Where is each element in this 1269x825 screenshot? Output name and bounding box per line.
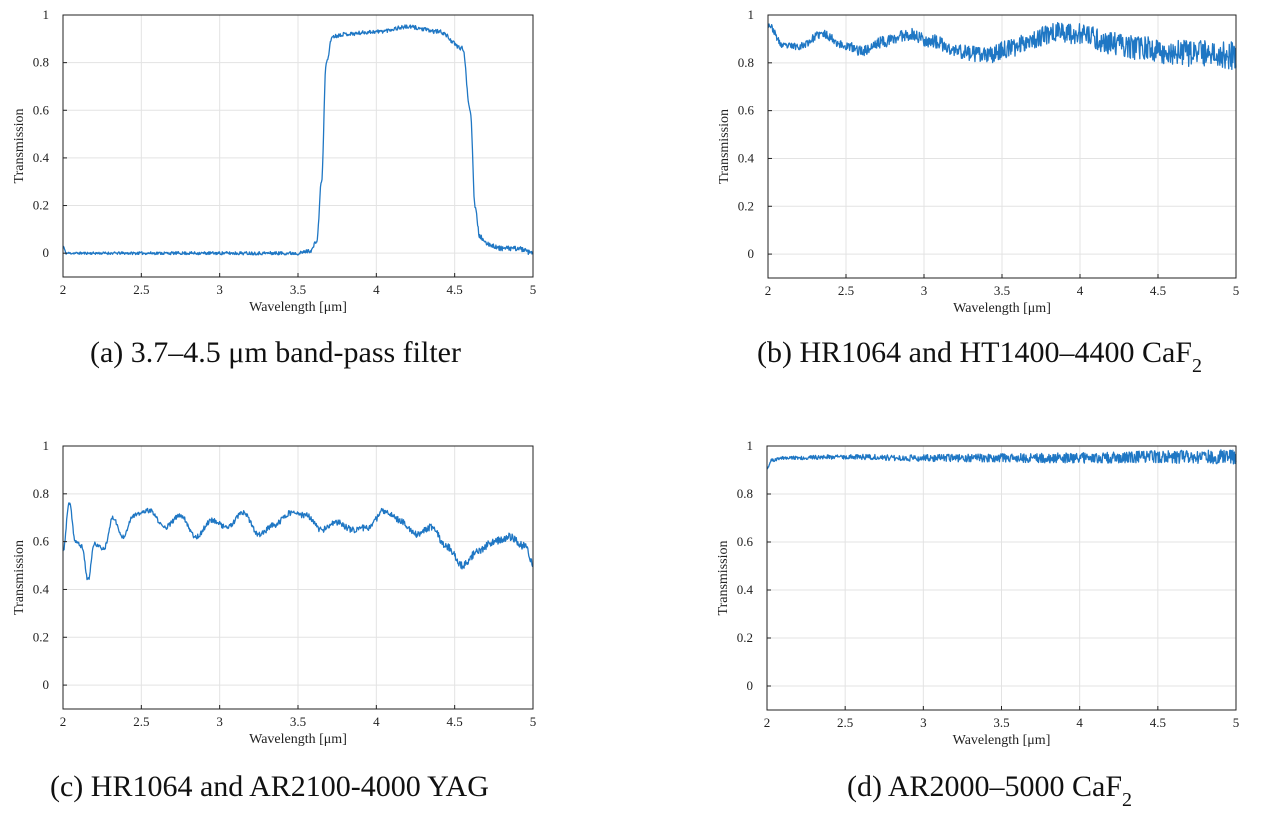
y-tick-label: 0.2 [33,629,49,644]
x-tick-label: 3.5 [290,714,306,729]
caption-b-text: (b) HR1064 and HT1400–4400 CaF [757,336,1192,369]
y-tick-label: 0.4 [33,581,50,596]
y-tick-label: 0.6 [33,102,50,117]
y-axis-label: Transmission [716,541,731,616]
x-tick-label: 2.5 [133,282,149,297]
x-tick-label: 2.5 [837,715,853,730]
y-tick-label: 0 [748,246,755,261]
x-tick-label: 4.5 [447,714,463,729]
y-axis-label: Transmission [717,109,732,184]
x-tick-label: 4.5 [447,282,463,297]
chart-panel-a: 2 2.5 3 3.5 4 4.5 5 0 0.2 0.4 0.6 0.8 1 Wavelength [μ… [0,0,634,412]
x-tick-label: 2 [764,715,771,730]
x-tick-label: 5 [530,282,537,297]
x-tick-label: 5 [1233,715,1240,730]
chart-c-svg: 2 2.5 3 3.5 4 4.5 5 0 0.2 0.4 0.6 0.8 1 Wavelength [μ… [12,438,537,747]
caption-d-text: (d) AR2000–5000 CaF [847,770,1123,803]
x-tick-label: 4 [373,282,380,297]
x-tick-label: 4 [1077,283,1084,298]
x-tick-label: 5 [1233,283,1240,298]
x-tick-label: 2.5 [838,283,854,298]
x-tick-label: 3 [216,282,223,297]
transmission-line [766,449,1237,470]
x-tick-label: 3 [921,283,928,298]
x-tick-label: 4.5 [1150,715,1166,730]
y-axis-label: Transmission [12,540,27,615]
y-tick-label: 1 [748,7,755,22]
y-tick-label: 1 [43,7,50,22]
x-tick-label: 4 [1076,715,1083,730]
chart-a-svg: 2 2.5 3 3.5 4 4.5 5 0 0.2 0.4 0.6 0.8 1 Wavelength [μ… [12,7,537,315]
caption-d: (d) AR2000–5000 CaF2 [847,770,1132,812]
y-tick-label: 0.4 [33,150,50,165]
x-tick-label: 4 [373,714,380,729]
chart-panel-b: 2 2.5 3 3.5 4 4.5 5 0 0.2 0.4 0.6 0.8 1 Wavelength [μ… [634,0,1269,412]
transmission-line [62,24,534,256]
y-tick-label: 0 [747,678,754,693]
y-tick-label: 0 [43,245,50,260]
x-tick-label: 4.5 [1150,283,1166,298]
caption-a: (a) 3.7–4.5 μm band-pass filter [90,336,461,378]
x-tick-label: 3.5 [993,715,1009,730]
caption-c-text: (c) HR1064 and AR2100-4000 YAG [50,770,489,803]
y-tick-label: 0.6 [738,103,755,118]
caption-d-sub: 2 [1122,789,1133,811]
x-tick-label: 3 [920,715,927,730]
chart-b-svg: 2 2.5 3 3.5 4 4.5 5 0 0.2 0.4 0.6 0.8 1 Wavelength [μ… [717,7,1240,316]
x-tick-label: 3 [216,714,223,729]
x-axis-label: Wavelength [μm] [953,301,1051,316]
x-axis-label: Wavelength [μm] [249,732,347,747]
y-tick-label: 0.6 [33,534,50,549]
y-tick-label: 0.4 [738,150,755,165]
y-tick-label: 1 [747,438,754,453]
x-tick-label: 2 [60,282,67,297]
caption-b: (b) HR1064 and HT1400–4400 CaF2 [757,336,1202,378]
y-tick-label: 0.8 [738,55,754,70]
x-axis-label: Wavelength [μm] [249,300,347,315]
x-tick-label: 5 [530,714,537,729]
caption-a-text: (a) 3.7–4.5 μm band-pass filter [90,336,461,369]
y-tick-label: 0.2 [738,198,754,213]
y-tick-label: 0.2 [33,198,49,213]
caption-c: (c) HR1064 and AR2100-4000 YAG [50,770,489,812]
transmission-line [767,22,1237,71]
x-tick-label: 3.5 [290,282,306,297]
chart-panel-c: 2 2.5 3 3.5 4 4.5 5 0 0.2 0.4 0.6 0.8 1 Wavelength [μ… [0,412,634,825]
chart-d-svg: 2 2.5 3 3.5 4 4.5 5 0 0.2 0.4 0.6 0.8 1 Wavelength [μ… [716,438,1240,748]
chart-panel-d: 2 2.5 3 3.5 4 4.5 5 0 0.2 0.4 0.6 0.8 1 Wavelength [μ… [634,412,1269,825]
caption-b-sub: 2 [1191,355,1202,377]
x-tick-label: 2 [765,283,772,298]
x-tick-label: 2.5 [133,714,149,729]
y-tick-label: 0.6 [737,534,754,549]
y-tick-label: 0.8 [33,486,49,501]
transmission-line [62,502,534,581]
y-tick-label: 0.8 [737,486,753,501]
y-axis-label: Transmission [12,109,27,184]
y-tick-label: 0.8 [33,55,49,70]
y-tick-label: 0.2 [737,630,753,645]
y-tick-label: 1 [43,438,50,453]
y-tick-label: 0 [43,677,50,692]
x-tick-label: 2 [60,714,67,729]
x-tick-label: 3.5 [994,283,1010,298]
y-tick-label: 0.4 [737,582,754,597]
x-axis-label: Wavelength [μm] [953,733,1051,748]
